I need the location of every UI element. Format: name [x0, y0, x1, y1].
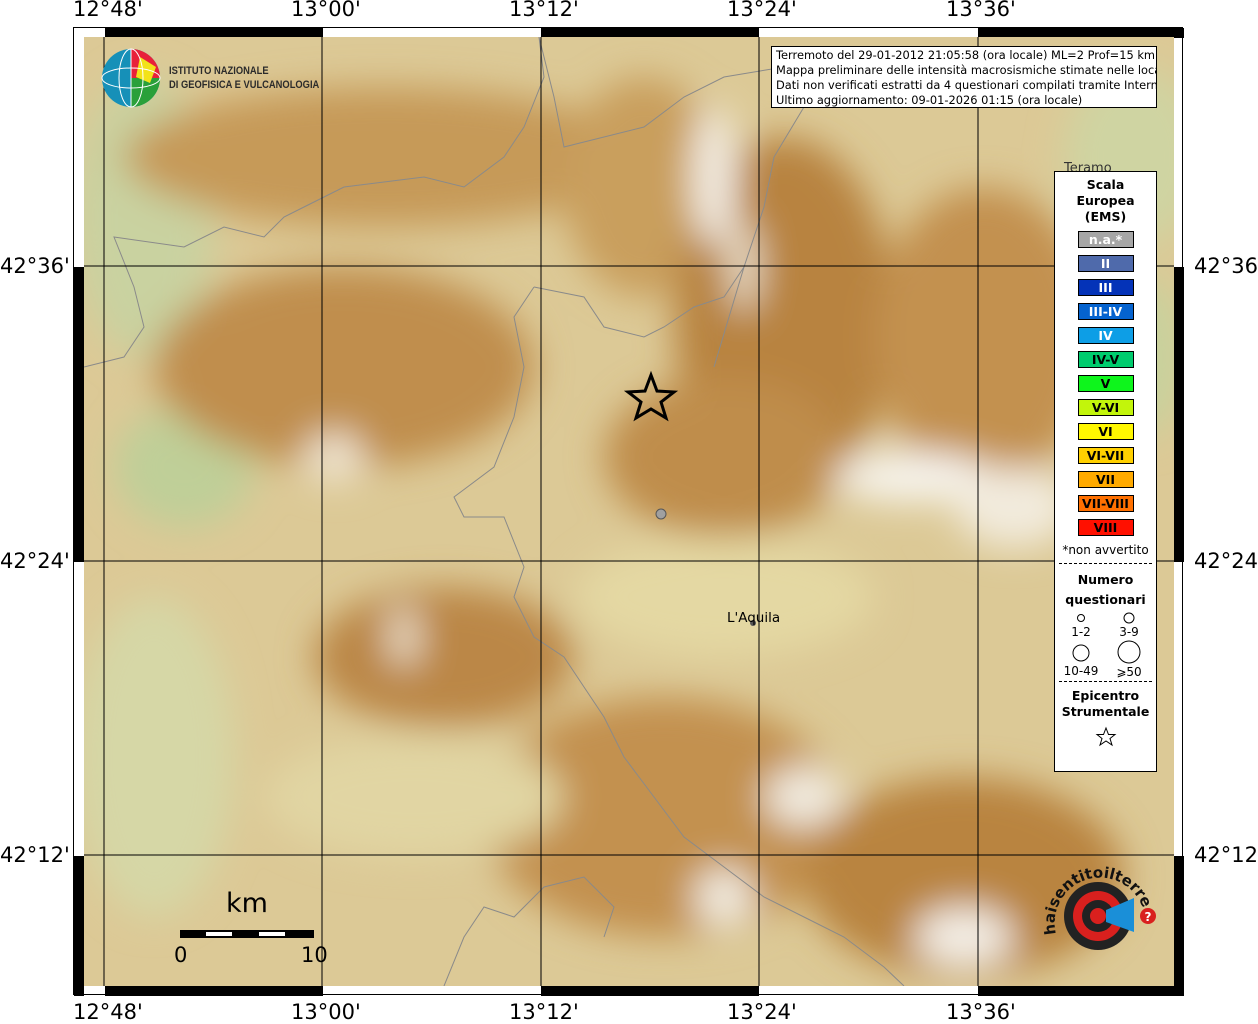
star-icon: [1095, 726, 1116, 747]
lat-label-left: 42°24': [0, 549, 70, 573]
terrain-relief: [84, 37, 1174, 986]
intensity-swatch: IV: [1077, 327, 1134, 344]
admin-boundaries: [84, 37, 905, 986]
lon-label-top: 13°12': [509, 0, 579, 21]
city-marker: [750, 620, 756, 626]
intensity-swatch: VI: [1077, 423, 1134, 440]
scalebar: [180, 930, 314, 938]
intensity-swatch: III: [1077, 279, 1134, 296]
lon-label-bottom: 13°36': [946, 1000, 1016, 1024]
info-line: Mappa preliminare delle intensità macros…: [776, 63, 1157, 77]
count-label: 10-49: [1064, 664, 1099, 678]
count-symbols: 1-2 3-9 10-49 ⩾50: [1064, 612, 1142, 679]
map-canvas[interactable]: L'Aquila Teramo: [84, 37, 1174, 986]
scalebar-min: 0: [174, 943, 188, 967]
intensity-swatch: VII: [1077, 471, 1134, 488]
intensity-swatch: VIII: [1077, 519, 1134, 536]
event-info-box: Terremoto del 29-01-2012 21:05:58 (ora l…: [771, 46, 1157, 108]
lat-label-left: 42°36': [0, 254, 70, 278]
lon-label-bottom: 13°12': [509, 1000, 579, 1024]
legend-note: *non avvertito: [1062, 543, 1149, 557]
epicenter-title: Epicentro Strumentale: [1061, 688, 1150, 719]
epicenter-star-icon[interactable]: [623, 370, 679, 422]
info-line: Dati non verificati estratti da 4 questi…: [776, 78, 1157, 92]
lat-label-left: 42°12': [0, 843, 70, 867]
intensity-swatch: V-VI: [1077, 399, 1134, 416]
ingv-globe-logo: [101, 48, 161, 108]
observation-point[interactable]: [655, 508, 667, 520]
lon-label-bottom: 12°48': [73, 1000, 143, 1024]
lat-label-right: 42°12': [1194, 843, 1258, 867]
legend-divider: [1059, 681, 1152, 682]
intensity-scale: n.a.* II III III-IV IV IV-V V V-VI VI VI-VII VII VI…: [1055, 231, 1156, 536]
lon-label-top: 13°36': [946, 0, 1016, 21]
legend-title: Scala Europea (EMS): [1076, 177, 1135, 224]
legend-divider: [1059, 563, 1152, 564]
scalebar-unit: km: [226, 888, 268, 919]
count-label: ⩾50: [1116, 665, 1141, 678]
city-label-laquila: L'Aquila: [727, 610, 781, 626]
lon-label-bottom: 13°00': [291, 1000, 361, 1024]
svg-text:?: ?: [1145, 910, 1152, 924]
count-label: 3-9: [1119, 625, 1139, 639]
frame-border: [74, 28, 1184, 996]
scalebar-max: 10: [301, 943, 328, 967]
intensity-swatch: IV-V: [1077, 351, 1134, 368]
lon-label-top: 13°00': [291, 0, 361, 21]
lat-label-right: 42°36': [1194, 254, 1258, 278]
lon-label-top: 12°48': [73, 0, 143, 21]
count-label: 1-2: [1071, 625, 1091, 639]
intensity-swatch: VI-VII: [1077, 447, 1134, 464]
institute-line1: ISTITUTO NAZIONALE: [169, 65, 269, 77]
info-line: Ultimo aggiornamento: 09-01-2026 01:15 (…: [776, 93, 1083, 107]
haisentito-logo: ? haisentitoilterremoto.it: [1034, 852, 1156, 950]
lat-label-right: 42°24': [1194, 549, 1258, 573]
lon-label-top: 13°24': [727, 0, 797, 21]
count-title: Numero questionari: [1065, 572, 1146, 607]
intensity-swatch: VII-VIII: [1077, 495, 1134, 512]
institute-name: ISTITUTO NAZIONALE DI GEOFISICA E VULCANO…: [169, 64, 319, 92]
lon-label-bottom: 13°24': [727, 1000, 797, 1024]
graticule: [84, 37, 1174, 986]
intensity-swatch: III-IV: [1077, 303, 1134, 320]
info-line: Terremoto del 29-01-2012 21:05:58 (ora l…: [776, 48, 1156, 62]
legend: Scala Europea (EMS) n.a.* II III III-IV IV IV-V…: [1054, 171, 1157, 772]
intensity-swatch: II: [1077, 255, 1134, 272]
intensity-swatch: V: [1077, 375, 1134, 392]
institute-line2: DI GEOFISICA E VULCANOLOGIA: [169, 79, 320, 91]
intensity-swatch: n.a.*: [1077, 231, 1134, 248]
